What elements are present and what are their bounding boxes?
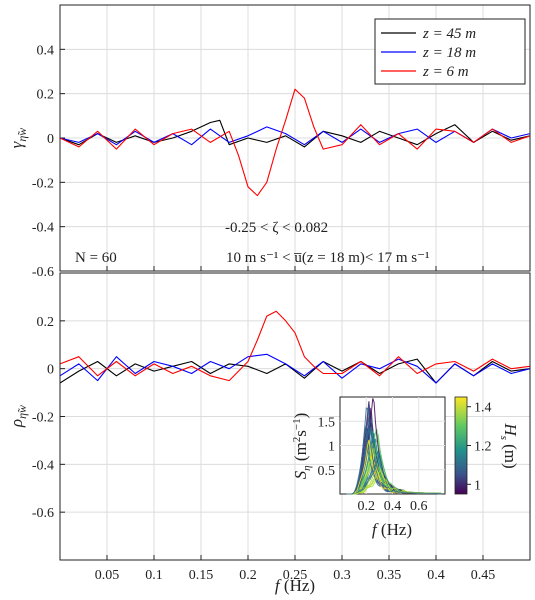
colorbar-ticks: 1 1.2 1.4 (467, 401, 492, 493)
inset-ytick-label: 0.5 (318, 464, 336, 479)
inset-ytick-label: 1 (328, 440, 335, 455)
top-ytick-label: -0.2 (32, 176, 54, 191)
inset-spectrum-curve (346, 407, 442, 495)
bottom-xticks: 0.05 0.1 0.15 0.2 0.25 0.3 0.35 0.4 0.45 (95, 568, 496, 583)
colorbar-tick-label: 1.4 (474, 401, 492, 416)
top-ytick-label: -0.4 (32, 221, 54, 236)
inset-xtick-label: 0.6 (410, 499, 428, 514)
colorbar-tick-label: 1.2 (474, 440, 492, 455)
legend-label-18m: z = 18 m (422, 45, 476, 61)
bottom-xtick-label: 0.2 (239, 568, 257, 583)
bottom-ytick-label: 0.2 (37, 315, 55, 330)
bottom-xtick-label: 0.25 (283, 568, 308, 583)
bottom-xtick-label: 0.3 (333, 568, 351, 583)
inset-yticks: 0.5 1 1.5 (318, 415, 336, 479)
top-ytick-label: 0.2 (37, 88, 55, 103)
bottom-xtick-label: 0.05 (95, 568, 120, 583)
legend-label-45m: z = 45 m (422, 26, 476, 42)
bottom-ytick-label: -0.4 (32, 458, 54, 473)
bottom-ytick-label: 0 (47, 363, 54, 378)
top-panel-correlation: -0.6 -0.4 -0.2 0 0.2 0.4 γη̃w z = 45 m z = 18… (7, 4, 531, 280)
bottom-xtick-label: 0.35 (377, 568, 402, 583)
n-annotation: N = 60 (75, 250, 117, 266)
top-ylabel: γη̃w (7, 128, 29, 149)
colorbar-label: Hs (m) (498, 422, 520, 468)
bottom-xtick-label: 0.15 (189, 568, 214, 583)
bottom-ytick-label: -0.6 (32, 506, 54, 521)
top-ytick-label: 0.4 (37, 43, 55, 58)
stability-annotation: -0.25 < ζ < 0.082 (225, 220, 328, 236)
bottom-axes-frame (59, 272, 531, 561)
inset-ytick-label: 1.5 (318, 415, 336, 430)
colorbar-tick-label: 1 (474, 478, 481, 493)
top-ytick-label: -0.6 (32, 265, 54, 280)
inset-xtick-label: 0.4 (384, 499, 402, 514)
bottom-ylabel: ρη̃w (7, 405, 29, 428)
inset-curves (346, 398, 442, 495)
top-axes-frame (59, 4, 531, 272)
bottom-panel-correlation: -0.6-0.4-0.200.2 0.05 0.1 0.15 0.2 0.25 0.3 0.… (7, 272, 531, 595)
inset-xlabel: f (Hz) (372, 520, 412, 539)
bottom-series-line-2 (59, 310, 531, 382)
bottom-lines (59, 310, 531, 384)
bottom-xtick-label: 0.45 (471, 568, 496, 583)
bottom-series-line-1 (59, 353, 531, 384)
top-series-line-2 (59, 88, 531, 197)
inset-ylabel: Sη (m2s−1) (291, 413, 313, 480)
top-yticks: -0.6 -0.4 -0.2 0 0.2 0.4 (32, 43, 54, 280)
top-series-line-0 (59, 119, 531, 148)
legend: z = 45 m z = 18 m z = 6 m (374, 18, 526, 85)
bottom-ytick-label: -0.2 (32, 411, 54, 426)
colorbar (454, 396, 468, 495)
top-series-line-1 (59, 126, 531, 146)
bottom-xtick-label: 0.4 (427, 568, 445, 583)
bottom-xlabel: f (Hz) (275, 576, 315, 595)
inset-xtick-label: 0.2 (358, 499, 376, 514)
inset-xticks: 0.2 0.4 0.6 (358, 499, 428, 514)
top-lines (59, 88, 531, 197)
top-ytick-label: 0 (47, 132, 54, 147)
wind-range-annotation: 10 m s⁻¹ < u̅(z = 18 m)< 17 m s⁻¹ (226, 250, 430, 266)
bottom-xtick-label: 0.1 (145, 568, 163, 583)
inset-spectrum-panel: 0.5 1 1.5 0.2 0.4 0.6 Sη (m2s−1) f (Hz) 1 1.2… (291, 396, 520, 539)
bottom-yticks: -0.6 -0.4 -0.2 0 0.2 (32, 315, 54, 521)
legend-label-6m: z = 6 m (422, 64, 469, 80)
